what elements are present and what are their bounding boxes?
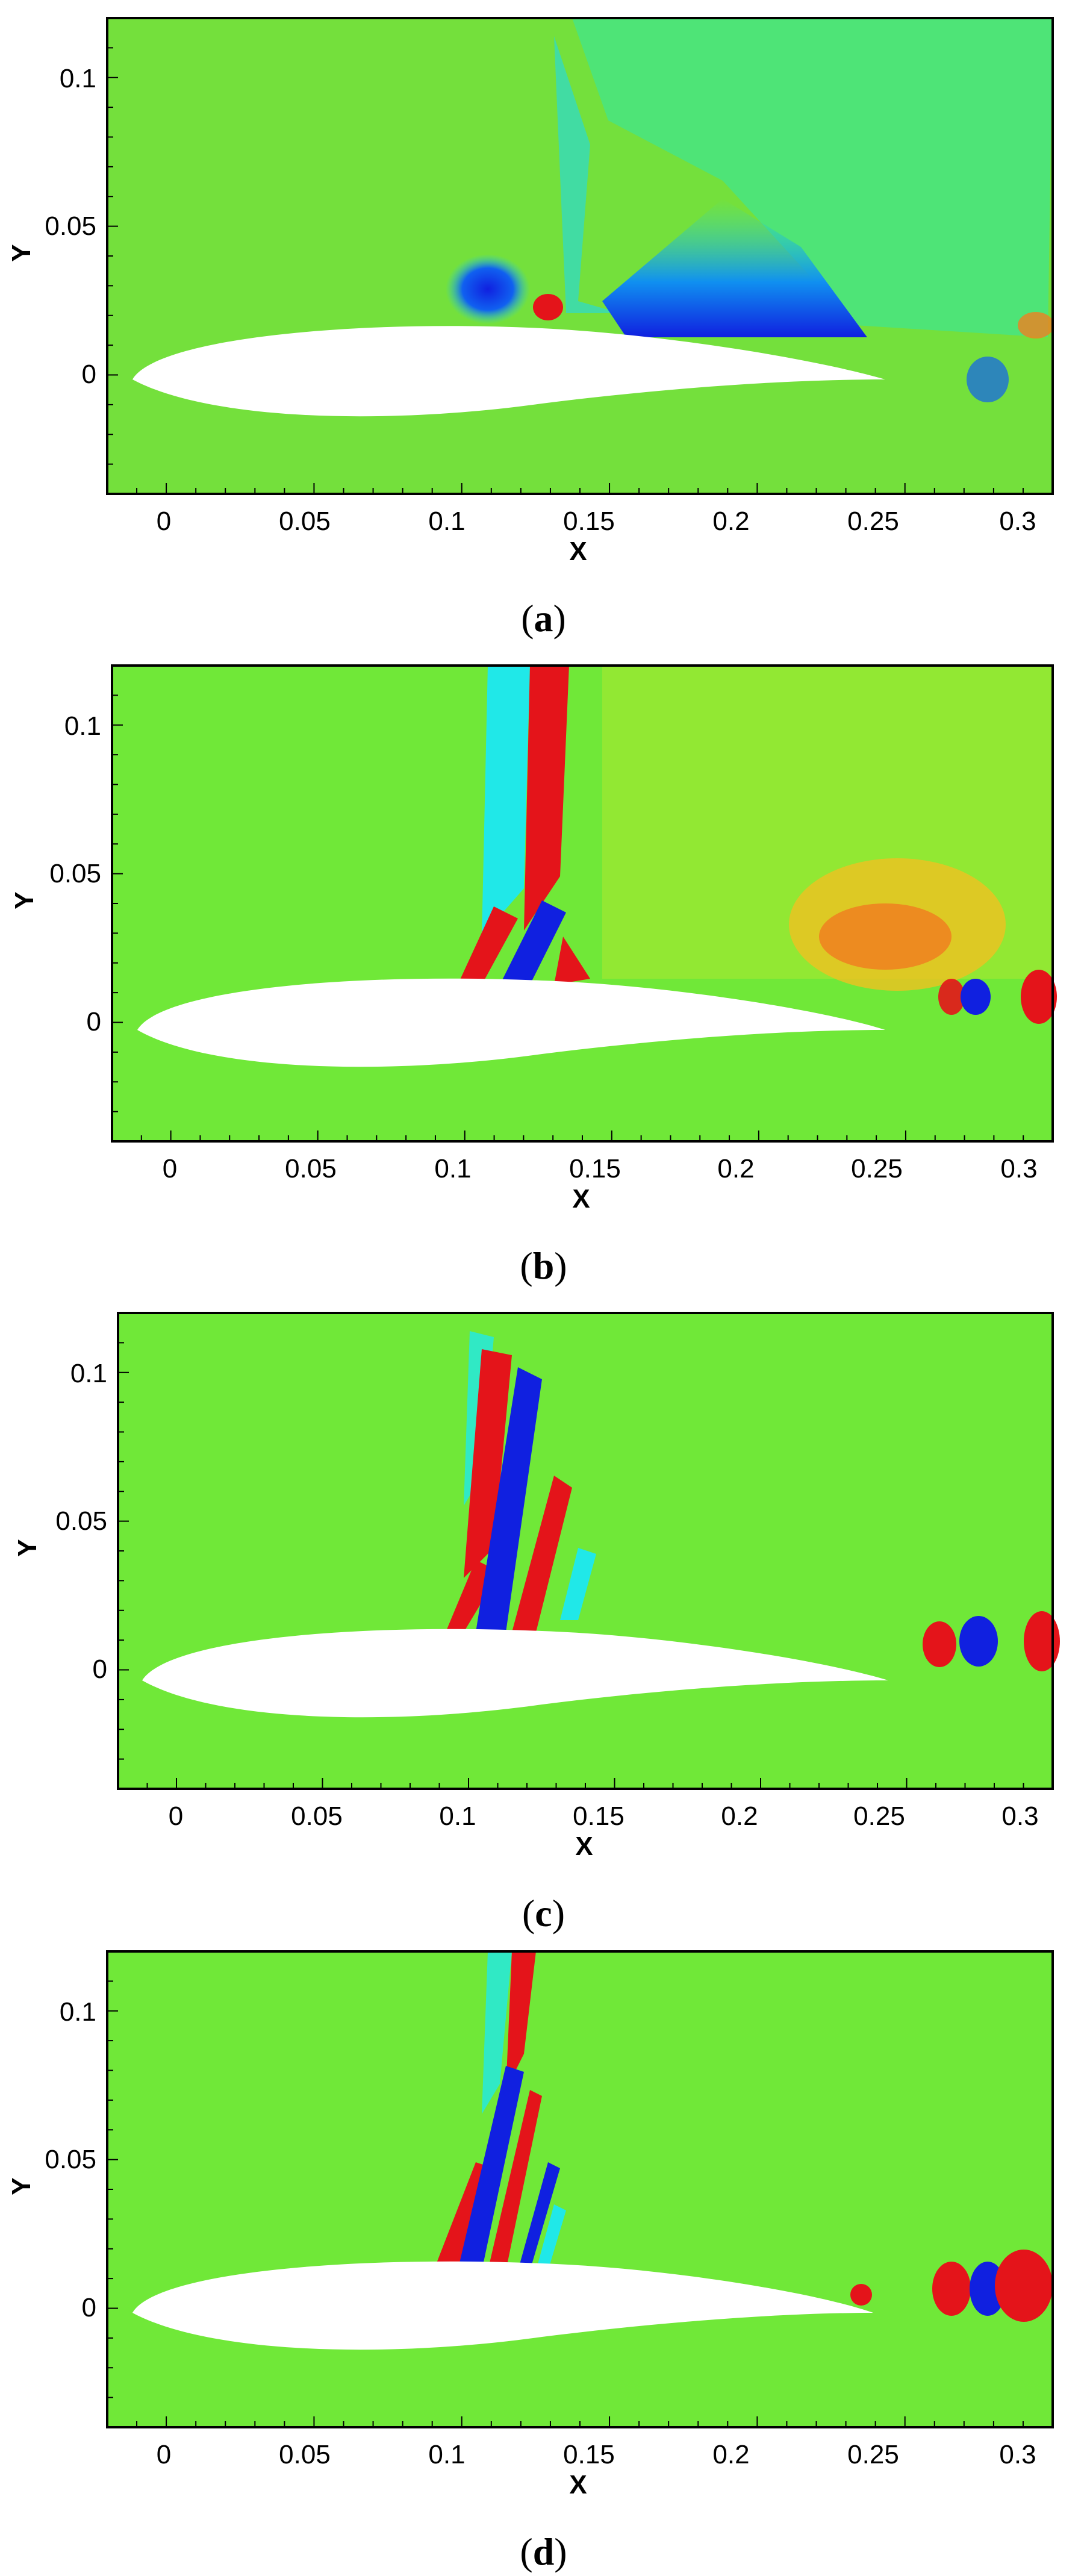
x-tick: 0.15	[563, 507, 615, 536]
x-tick: 0	[157, 507, 171, 536]
x-tick: 0.25	[851, 1154, 903, 1184]
caption-a: (a)	[521, 597, 566, 640]
x-tick: 0.05	[291, 1801, 343, 1831]
x-tick: 0.1	[439, 1801, 476, 1831]
x-tick: 0	[157, 2440, 171, 2469]
x-tick: 0.2	[721, 1801, 758, 1831]
x-tick: 0.05	[279, 2440, 331, 2469]
x-tick: 0.1	[428, 2440, 465, 2469]
airfoil-d	[132, 2261, 873, 2350]
y-axis-label: Y	[10, 891, 39, 909]
x-axis-label: X	[569, 2470, 587, 2500]
y-axis-label: Y	[13, 1539, 42, 1556]
y-tick: 0.05	[55, 1506, 107, 1536]
panel-d: 0 0.05 0.1 0.15 0.2 0.25 0.3 0 0.05 0.1 …	[0, 1933, 1087, 2576]
x-axis-label: X	[572, 1184, 590, 1214]
contour-plot-a: 0 0.05 0.1 0.15 0.2 0.25 0.3 0 0.05 0.1 …	[7, 17, 1054, 566]
y-tick: 0	[82, 360, 96, 389]
contour-plot-d: 0 0.05 0.1 0.15 0.2 0.25 0.3 0 0.05 0.1 …	[7, 1950, 1054, 2500]
airfoil-c	[142, 1629, 888, 1718]
x-tick: 0.2	[717, 1154, 754, 1184]
y-tick: 0.05	[45, 211, 96, 241]
panel-c: 0 0.05 0.1 0.15 0.2 0.25 0.3 0 0.05 0.1 …	[0, 1295, 1087, 1939]
y-tick: 0.05	[49, 859, 101, 888]
x-tick: 0.05	[279, 507, 331, 536]
x-tick: 0.3	[1000, 1154, 1037, 1184]
airfoil-b	[137, 978, 885, 1067]
x-tick: 0	[163, 1154, 177, 1184]
airfoil-a	[132, 326, 885, 417]
y-tick: 0	[87, 1007, 101, 1037]
x-tick: 0.15	[569, 1154, 621, 1184]
x-tick: 0.25	[847, 507, 899, 536]
caption-b: (b)	[520, 1244, 567, 1287]
x-tick: 0.1	[434, 1154, 471, 1184]
x-axis-label: X	[569, 537, 587, 566]
axis-ticks	[118, 1312, 1053, 1789]
x-tick: 0.3	[999, 2440, 1036, 2469]
x-tick: 0.3	[999, 507, 1036, 536]
axis-ticks	[107, 1951, 1053, 2427]
y-axis-label: Y	[7, 2177, 36, 2195]
plot-area-d	[107, 1951, 1053, 2427]
y-tick: 0.1	[70, 1359, 107, 1388]
y-tick: 0.1	[60, 1997, 96, 2027]
contour-plot-c: 0 0.05 0.1 0.15 0.2 0.25 0.3 0 0.05 0.1 …	[13, 1312, 1060, 1861]
y-tick: 0.1	[60, 64, 96, 93]
y-axis-label: Y	[7, 244, 36, 261]
caption-d: (d)	[520, 2530, 567, 2573]
x-tick: 0.2	[712, 2440, 749, 2469]
x-tick: 0.25	[853, 1801, 905, 1831]
x-tick: 0.15	[563, 2440, 615, 2469]
x-tick: 0.3	[1001, 1801, 1038, 1831]
axis-ticks	[107, 17, 1053, 494]
x-tick: 0.2	[712, 507, 749, 536]
y-tick: 0.05	[45, 2145, 96, 2174]
x-tick: 0.1	[428, 507, 465, 536]
x-tick: 0.25	[847, 2440, 899, 2469]
x-tick: 0	[169, 1801, 183, 1831]
x-tick: 0.05	[285, 1154, 337, 1184]
axis-ticks	[112, 665, 1053, 1141]
panel-b: 0 0.05 0.1 0.15 0.2 0.25 0.3 0 0.05 0.1 …	[0, 647, 1087, 1292]
x-axis-label: X	[575, 1832, 593, 1861]
caption-c: (c)	[522, 1892, 565, 1935]
contour-plot-b: 0 0.05 0.1 0.15 0.2 0.25 0.3 0 0.05 0.1 …	[10, 664, 1057, 1214]
panel-a: 0 0.05 0.1 0.15 0.2 0.25 0.3 0 0.05 0.1 …	[0, 0, 1087, 644]
y-tick: 0	[93, 1654, 107, 1684]
y-tick: 0.1	[64, 711, 101, 741]
y-tick: 0	[82, 2293, 96, 2322]
x-tick: 0.15	[573, 1801, 624, 1831]
